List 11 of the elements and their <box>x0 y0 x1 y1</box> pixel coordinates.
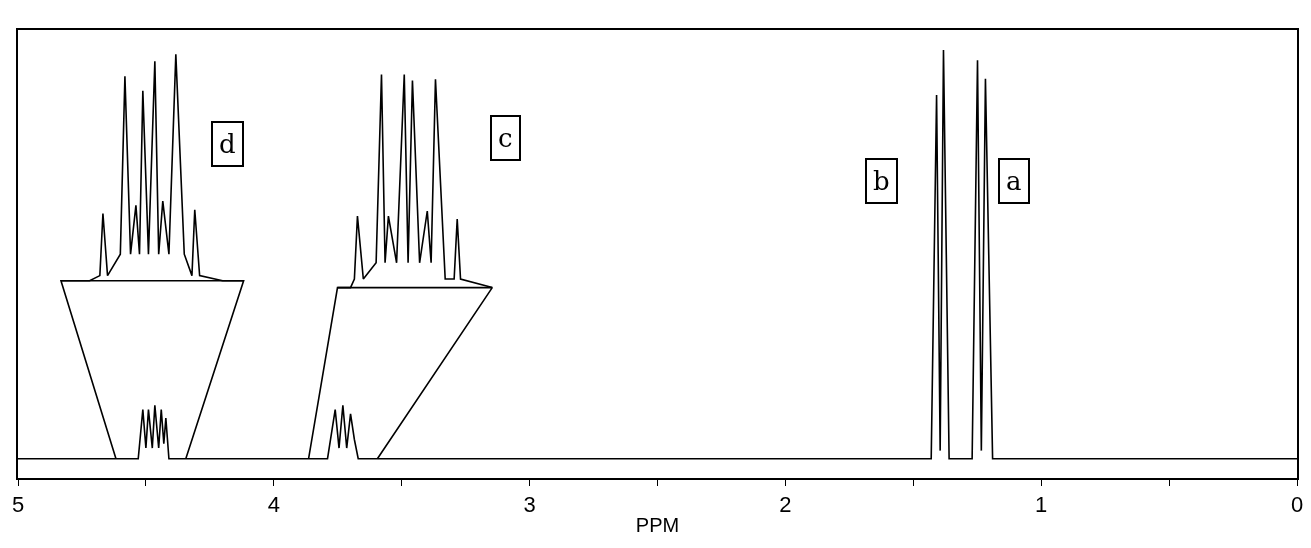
x-tick-label: 0 <box>1290 492 1304 518</box>
x-tick-label: 2 <box>779 492 792 518</box>
annotation: c <box>498 123 513 153</box>
x-tick-label: 3 <box>523 492 536 518</box>
annotation: b <box>873 166 890 196</box>
x-axis-title: PPM <box>635 514 680 537</box>
annotation: d <box>219 129 236 159</box>
x-tick-label: 4 <box>267 492 280 518</box>
annotation: a <box>1006 166 1022 196</box>
x-tick-label: 5 <box>11 492 25 518</box>
x-tick-label: 1 <box>1035 492 1048 518</box>
